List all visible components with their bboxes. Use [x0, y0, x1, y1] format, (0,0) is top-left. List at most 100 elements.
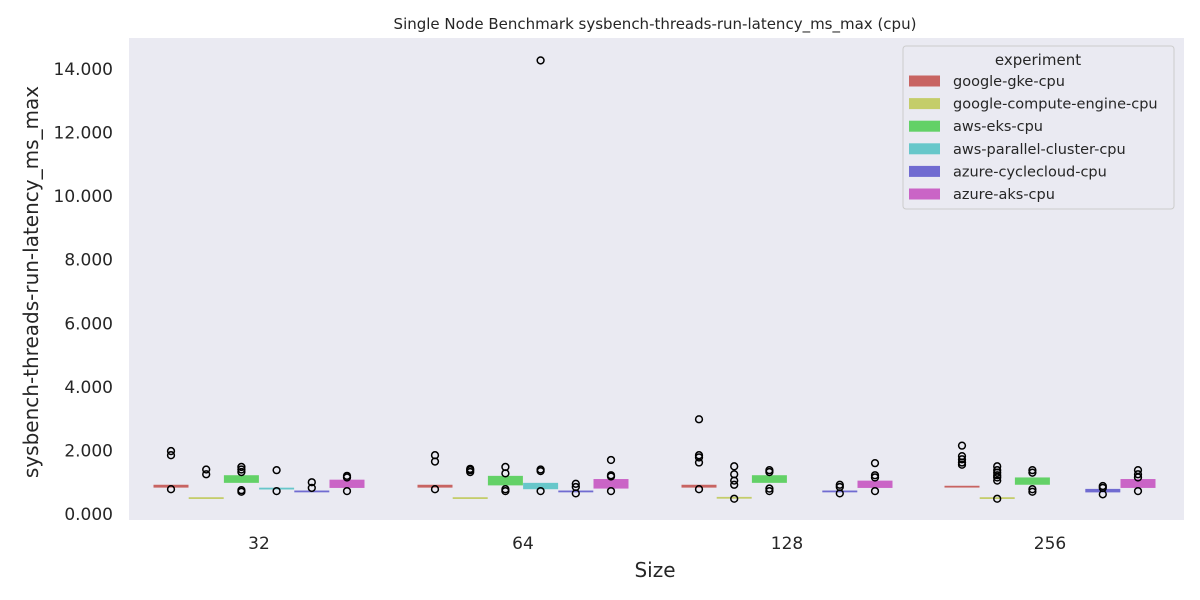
outlier-google-compute-engine-cpu-32-1 — [202, 465, 211, 474]
x-axis: 32 64 128 256 — [248, 534, 1066, 554]
y-tick-label-6-000: 6.000 — [64, 314, 113, 334]
outlier-aws-eks-cpu-256-0 — [1028, 487, 1037, 496]
outlier-google-compute-engine-cpu-256-0 — [993, 494, 1002, 503]
outlier-google-gke-cpu-32-1 — [166, 446, 176, 456]
outlier-azure-aks-cpu-256-2 — [1133, 470, 1143, 479]
box-aws-eks-cpu-128 — [751, 475, 787, 483]
outlier-aws-eks-cpu-256-3 — [1028, 465, 1037, 475]
outlier-google-gke-cpu-64-1 — [430, 451, 440, 460]
box-azure-aks-cpu-256 — [1120, 479, 1156, 488]
box-google-compute-engine-cpu-64 — [452, 497, 488, 500]
outlier-aws-eks-cpu-32-2 — [237, 467, 246, 477]
outlier-google-gke-cpu-64-2 — [430, 485, 440, 494]
outlier-aws-eks-cpu-256-1 — [1028, 485, 1037, 494]
y-axis: 0.000 2.000 4.000 6.000 8.000 10.000 12.000 14.… — [54, 60, 113, 525]
outlier-aws-eks-cpu-64-3 — [501, 462, 510, 472]
outlier-aws-parallel-cluster-cpu-64-0 — [536, 486, 545, 496]
outlier-google-compute-engine-cpu-256-6 — [993, 462, 1002, 471]
outlier-google-gke-cpu-128-3 — [694, 415, 704, 424]
outlier-points — [166, 56, 1143, 503]
outlier-google-compute-engine-cpu-256-3 — [993, 471, 1002, 480]
legend-items: google-gke-cpu google-compute-engine-cpu a… — [909, 74, 1158, 203]
outlier-google-gke-cpu-32-0 — [166, 451, 176, 460]
outlier-aws-parallel-cluster-cpu-32-1 — [272, 465, 281, 475]
outlier-google-gke-cpu-128-2 — [694, 451, 704, 460]
legend-swatch-aws-eks-cpu — [909, 120, 940, 132]
outlier-google-gke-cpu-128-4 — [694, 485, 704, 494]
y-tick-label-14-000: 14.000 — [54, 60, 113, 80]
outlier-aws-eks-cpu-64-1 — [501, 485, 510, 494]
outlier-aws-eks-cpu-32-1 — [237, 486, 246, 495]
outlier-azure-aks-cpu-64-2 — [606, 471, 616, 480]
y-tick-label-8-000: 8.000 — [64, 251, 113, 271]
box-groups — [153, 475, 1156, 500]
x-axis-label: Size — [634, 558, 675, 582]
outlier-azure-aks-cpu-256-3 — [1133, 465, 1143, 475]
outlier-google-compute-engine-cpu-128-3 — [730, 470, 739, 479]
box-google-compute-engine-cpu-32 — [188, 497, 224, 500]
y-axis-label: sysbench-threads-run-latency_ms_max — [19, 86, 43, 478]
legend-swatch-google-compute-engine-cpu — [909, 98, 940, 110]
legend-label-google-compute-engine-cpu: google-compute-engine-cpu — [953, 97, 1158, 113]
legend-swatch-azure-cyclecloud-cpu — [909, 165, 940, 177]
box-azure-aks-cpu-128 — [857, 480, 893, 488]
outlier-azure-aks-cpu-256-0 — [1133, 486, 1143, 496]
legend: experiment google-gke-cpu google-compute-… — [902, 45, 1175, 210]
outlier-google-gke-cpu-256-2 — [957, 455, 967, 464]
chart-title: Single Node Benchmark sysbench-threads-r… — [394, 15, 917, 34]
legend-label-azure-cyclecloud-cpu: azure-cyclecloud-cpu — [953, 164, 1107, 180]
outlier-azure-cyclecloud-cpu-64-1 — [571, 482, 580, 492]
outlier-aws-parallel-cluster-cpu-64-2 — [536, 465, 545, 474]
outlier-aws-parallel-cluster-cpu-32-0 — [272, 486, 281, 496]
legend-label-azure-aks-cpu: azure-aks-cpu — [953, 187, 1055, 203]
outlier-google-gke-cpu-32-2 — [166, 485, 176, 494]
legend-swatch-azure-aks-cpu — [909, 188, 940, 200]
outlier-google-compute-engine-cpu-128-0 — [730, 494, 739, 503]
box-azure-aks-cpu-32 — [329, 479, 365, 488]
outlier-google-gke-cpu-256-4 — [957, 441, 967, 450]
y-tick-label-2-000: 2.000 — [64, 441, 113, 461]
box-azure-aks-cpu-64 — [593, 479, 629, 489]
box-aws-parallel-cluster-cpu-32 — [259, 487, 295, 490]
outlier-google-compute-engine-cpu-64-2 — [466, 464, 475, 474]
y-tick-label-4-000: 4.000 — [64, 378, 113, 398]
outlier-google-compute-engine-cpu-128-4 — [730, 462, 739, 471]
outlier-aws-eks-cpu-32-4 — [237, 462, 246, 472]
outlier-aws-eks-cpu-128-0 — [765, 486, 774, 496]
outlier-azure-aks-cpu-64-0 — [606, 486, 616, 496]
outlier-azure-aks-cpu-128-2 — [870, 471, 880, 480]
outlier-azure-aks-cpu-128-0 — [870, 486, 880, 496]
y-tick-label-10-000: 10.000 — [54, 187, 113, 207]
box-azure-cyclecloud-cpu-128 — [822, 490, 858, 493]
legend-title: experiment — [995, 51, 1081, 69]
outlier-aws-eks-cpu-128-1 — [765, 484, 774, 493]
legend-label-aws-parallel-cluster-cpu: aws-parallel-cluster-cpu — [953, 142, 1126, 158]
outlier-azure-aks-cpu-32-0 — [342, 486, 352, 496]
box-aws-eks-cpu-32 — [223, 475, 259, 483]
box-google-compute-engine-cpu-128 — [716, 496, 752, 499]
outlier-azure-aks-cpu-128-3 — [870, 458, 880, 468]
legend-label-google-gke-cpu: google-gke-cpu — [953, 74, 1065, 90]
outlier-google-compute-engine-cpu-32-0 — [202, 470, 211, 479]
legend-swatch-aws-parallel-cluster-cpu — [909, 143, 940, 155]
outlier-azure-aks-cpu-64-3 — [606, 455, 616, 465]
outlier-azure-cyclecloud-cpu-32-1 — [307, 478, 316, 487]
outlier-aws-eks-cpu-32-3 — [237, 465, 246, 474]
outlier-google-compute-engine-cpu-128-1 — [730, 480, 739, 489]
outlier-azure-cyclecloud-cpu-32-0 — [307, 483, 316, 493]
outlier-google-compute-engine-cpu-256-5 — [993, 465, 1002, 475]
outlier-aws-eks-cpu-256-2 — [1028, 468, 1037, 477]
x-tick-label-128: 128 — [771, 534, 803, 554]
box-google-gke-cpu-256 — [944, 485, 980, 488]
x-tick-label-256: 256 — [1034, 534, 1066, 554]
outlier-google-gke-cpu-256-3 — [957, 452, 967, 461]
y-tick-label-0-000: 0.000 — [64, 505, 113, 525]
box-aws-parallel-cluster-cpu-64 — [523, 482, 559, 490]
legend-label-aws-eks-cpu: aws-eks-cpu — [953, 119, 1043, 135]
legend-swatch-google-gke-cpu — [909, 75, 940, 87]
outlier-azure-cyclecloud-cpu-128-2 — [835, 480, 844, 489]
legend-frame — [902, 45, 1175, 210]
outlier-google-compute-engine-cpu-256-1 — [993, 476, 1002, 485]
outlier-azure-cyclecloud-cpu-64-2 — [571, 479, 580, 488]
